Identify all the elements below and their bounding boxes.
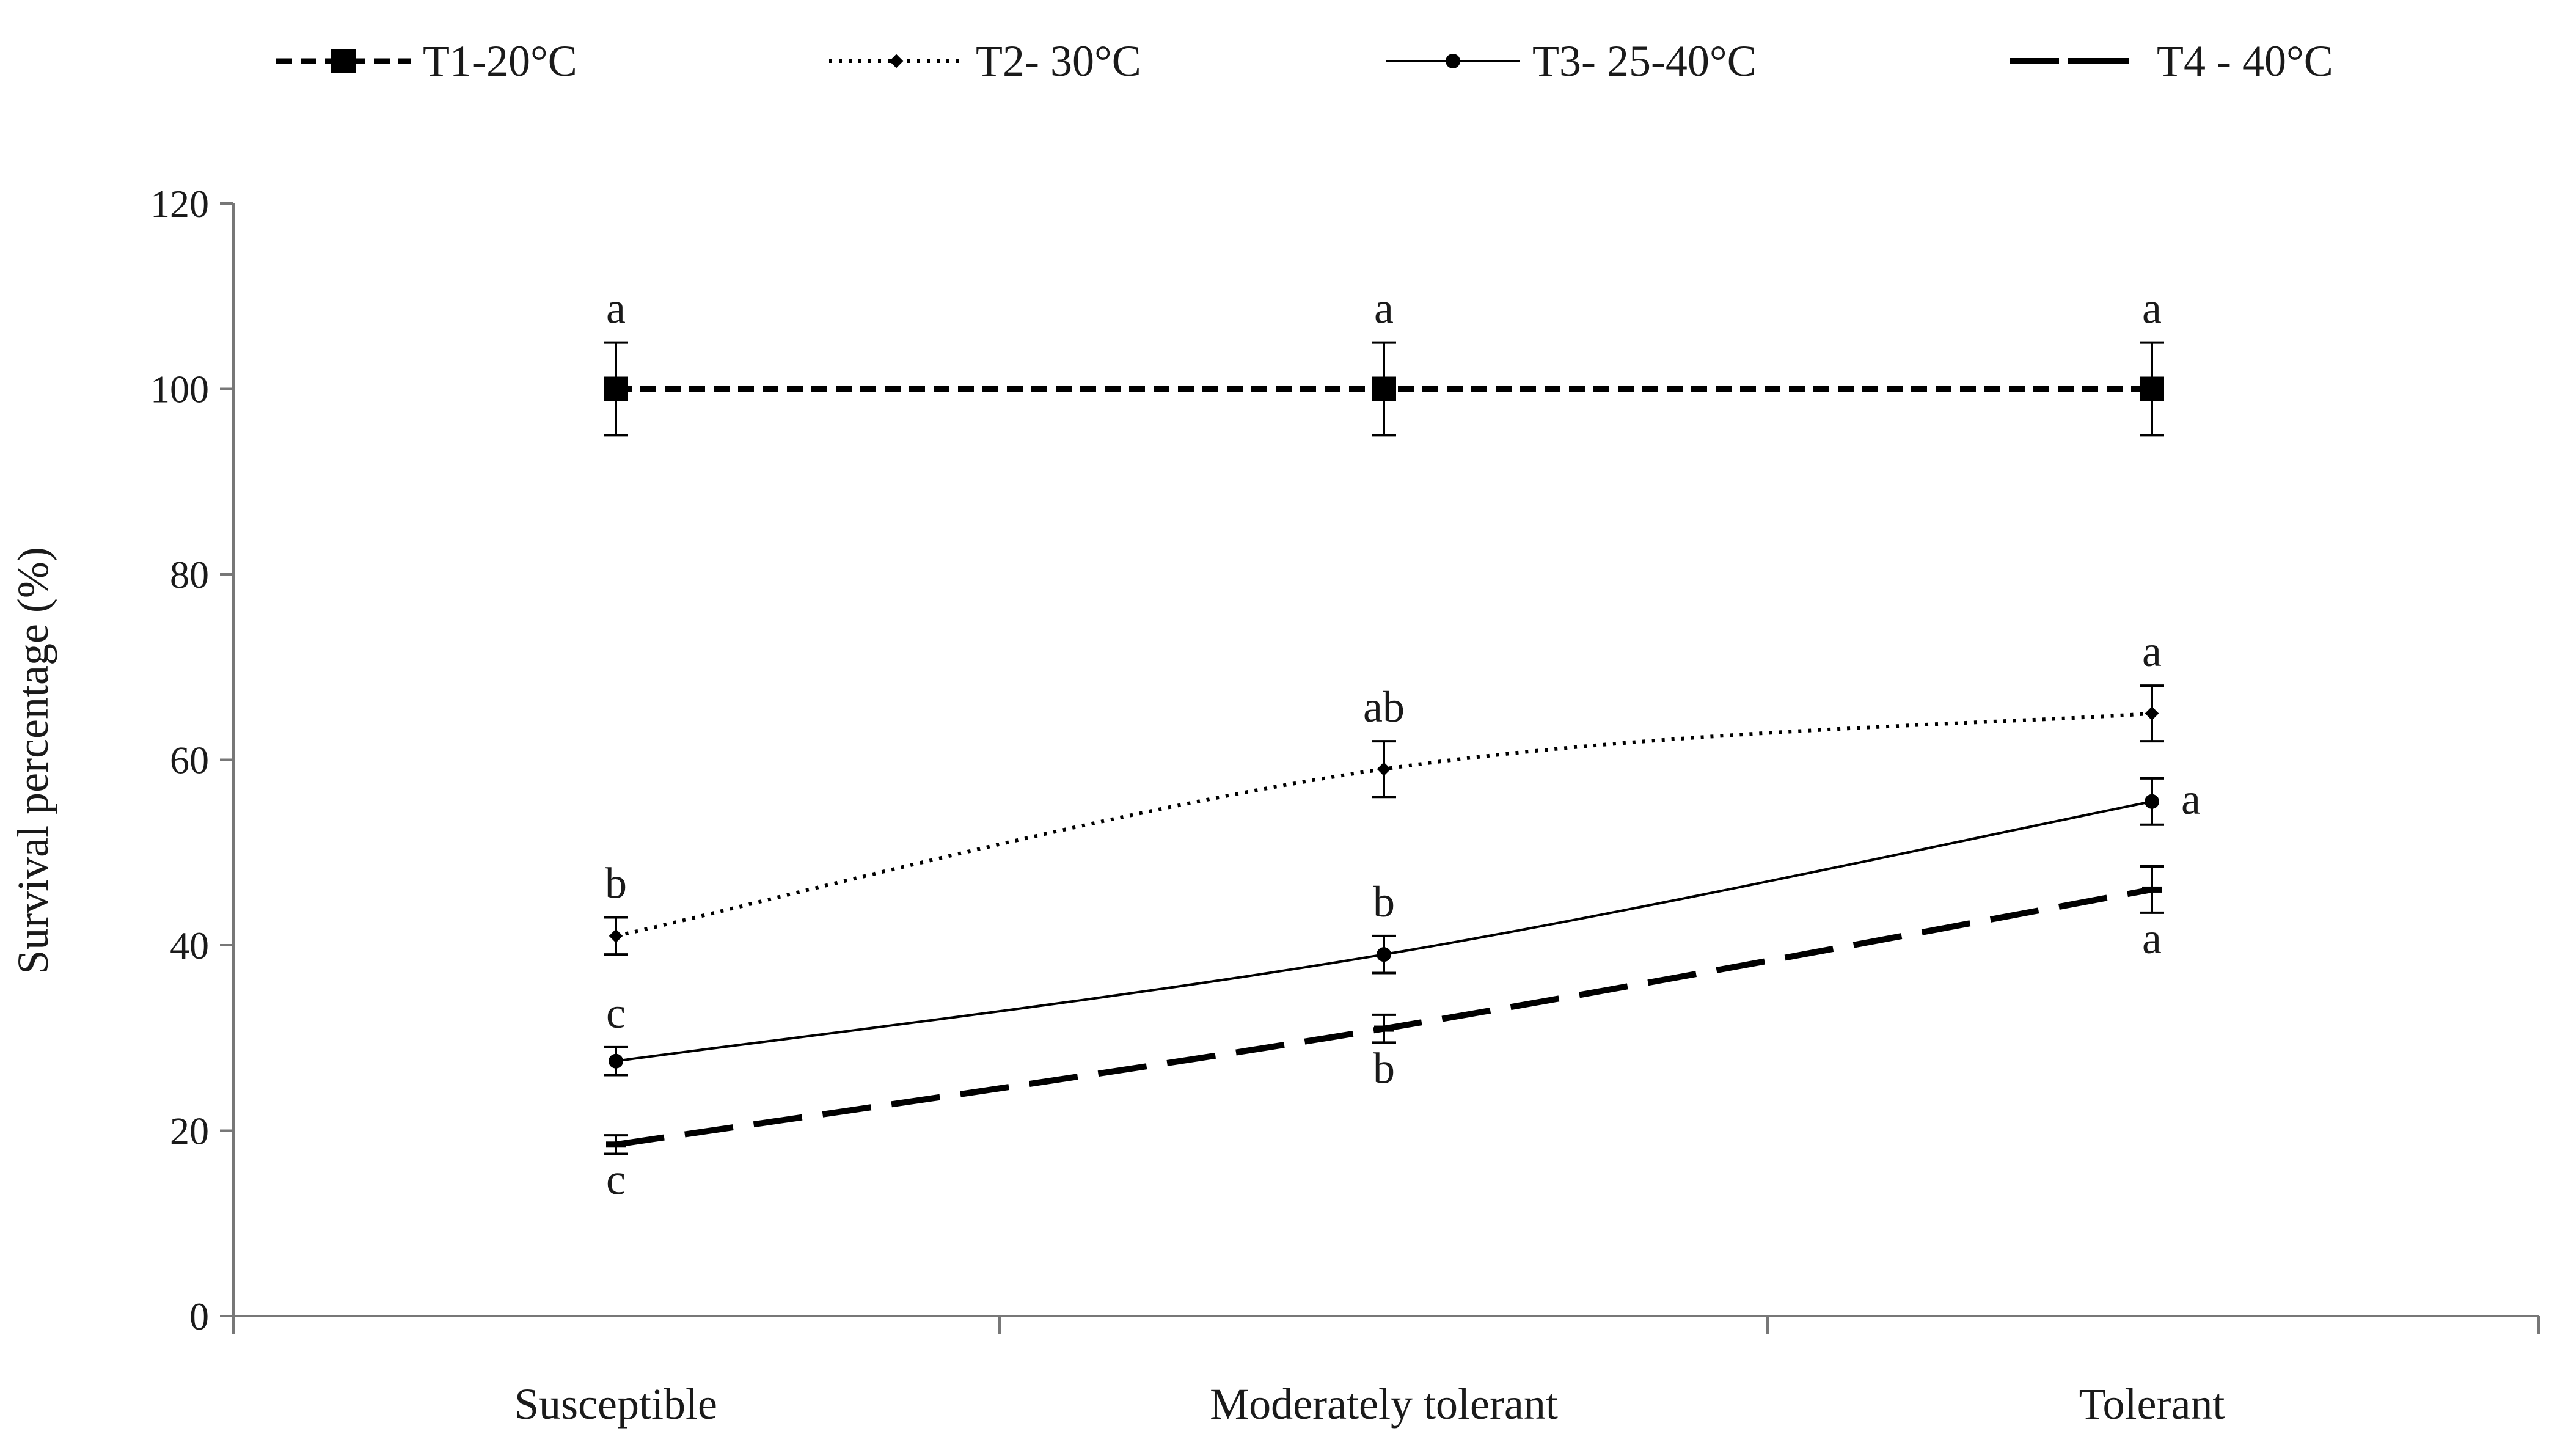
data-point-marker: [1377, 947, 1391, 962]
significance-label: a: [1374, 284, 1394, 333]
legend-label: T2- 30°C: [976, 37, 1141, 86]
legend: T1-20°C T2- 30°C T3- 25-40°C T4 - 40°C: [276, 37, 2333, 86]
y-axis-title: Survival percentage (%): [9, 547, 57, 975]
significance-label: a: [2142, 914, 2162, 963]
data-point-marker: [2140, 376, 2164, 401]
series-4: [604, 865, 2164, 1155]
series-2: [604, 684, 2164, 956]
data-point-marker: [1372, 376, 1396, 401]
x-category-label: Tolerant: [2079, 1380, 2225, 1429]
legend-label: T1-20°C: [423, 37, 577, 86]
y-tick-label: 0: [189, 1295, 209, 1338]
significance-label: b: [605, 858, 627, 907]
y-tick-label: 80: [170, 553, 209, 596]
y-tick-label: 100: [150, 368, 209, 411]
legend-marker: [1446, 54, 1460, 68]
legend-item: T2- 30°C: [829, 37, 1141, 86]
significance-label: b: [1373, 1044, 1395, 1092]
data-point-marker: [2145, 706, 2159, 720]
series-1: [604, 341, 2164, 437]
legend-label: T4 - 40°C: [2157, 37, 2333, 86]
data-point-marker: [2145, 794, 2159, 809]
significance-label: a: [2181, 775, 2201, 824]
data-point-marker: [609, 1053, 623, 1069]
data-point-marker: [1374, 1025, 1394, 1032]
legend-marker: [889, 54, 904, 68]
legend-item: T1-20°C: [276, 37, 577, 86]
significance-label: b: [1373, 877, 1395, 926]
data-point-marker: [2142, 886, 2162, 893]
legend-item: T3- 25-40°C: [1386, 37, 1757, 86]
axes: 0 20 40 60 80 100 120 Susceptible Moderately tol…: [9, 182, 2540, 1429]
significance-label: c: [606, 1155, 626, 1204]
series-3: [604, 777, 2164, 1077]
data-point-marker: [609, 929, 623, 943]
data-point-marker: [1377, 762, 1391, 776]
significance-label: a: [2142, 284, 2162, 333]
data-point-marker: [604, 376, 628, 401]
significance-label: a: [606, 284, 626, 333]
y-tick-label: 120: [150, 182, 209, 225]
data-point-marker: [606, 1141, 626, 1148]
series-line: [615, 711, 2152, 938]
legend-label: T3- 25-40°C: [1532, 37, 1757, 86]
legend-marker: [331, 49, 356, 73]
significance-label: c: [606, 989, 626, 1037]
x-category-label: Susceptible: [514, 1380, 717, 1429]
series-group: [604, 341, 2164, 1155]
y-tick-label: 40: [170, 924, 209, 967]
legend-item: T4 - 40°C: [2010, 37, 2333, 86]
significance-label: a: [2142, 627, 2162, 676]
significance-label: ab: [1363, 682, 1405, 731]
y-tick-label: 60: [170, 739, 209, 782]
legend-marker: [2068, 58, 2087, 64]
y-tick-label: 20: [170, 1110, 209, 1153]
x-category-label: Moderately tolerant: [1210, 1380, 1558, 1429]
